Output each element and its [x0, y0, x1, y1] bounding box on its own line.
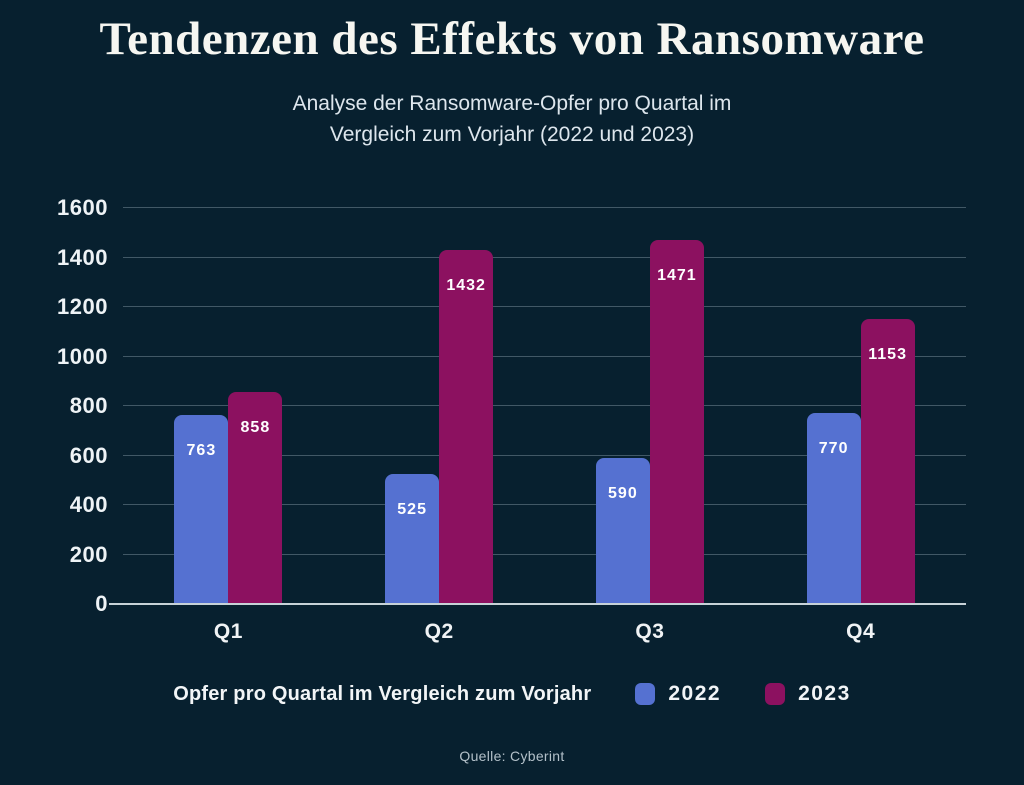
bar-value-label: 763 [186, 442, 217, 460]
gridline [123, 405, 966, 406]
y-axis-tick-label: 1200 [57, 294, 108, 319]
source-note: Quelle: Cyberint [459, 748, 565, 764]
bar-value-label: 1153 [868, 345, 907, 363]
bar-value-label: 525 [397, 501, 427, 519]
gridline [123, 454, 966, 456]
legend-item-2022: 2022 [635, 682, 721, 706]
x-axis-label-q2: Q2 [424, 620, 454, 643]
legend-year-2022: 2022 [668, 682, 722, 705]
gridline [123, 553, 966, 555]
gridline [123, 207, 966, 208]
plot-area: 763 858 525 1432 590 1471 770 1153 [109, 207, 966, 605]
y-axis: 0 200 400 600 800 1000 1200 1400 1600 [18, 195, 108, 616]
subtitle-line-1: Analyse der Ransomware-Opfer pro Quartal… [292, 92, 732, 115]
x-axis: Q1 Q2 Q3 Q4 [123, 620, 966, 650]
x-axis-label-q4: Q4 [846, 620, 876, 643]
chart-subtitle: Analyse der Ransomware-Opfer pro Quartal… [0, 88, 1024, 150]
bar-2023-q4: 1153 [860, 318, 915, 604]
bar-value-label: 1471 [657, 266, 697, 284]
legend-item-2023: 2023 [765, 682, 851, 706]
bar-2023-q2: 1432 [439, 249, 494, 604]
bar-2023-q1: 858 [228, 391, 283, 604]
y-axis-tick-label: 600 [69, 442, 108, 468]
page-title: Tendenzen des Effekts von Ransomware [99, 13, 925, 65]
bar-2023-q3: 1471 [649, 239, 704, 604]
bar-2022-q3: 590 [595, 457, 650, 604]
legend-swatch-2023 [765, 683, 786, 705]
legend-year-2023: 2023 [798, 682, 851, 705]
y-axis-tick-label: 1400 [57, 244, 108, 270]
y-axis-tick-label: 400 [69, 492, 108, 517]
y-axis-tick-label: 800 [69, 393, 108, 418]
legend-title: Opfer pro Quartal im Vergleich zum Vorja… [173, 682, 592, 705]
legend: Opfer pro Quartal im Vergleich zum Vorja… [0, 678, 1024, 710]
x-axis-label-q3: Q3 [635, 620, 665, 643]
bar-2022-q2: 525 [385, 474, 440, 604]
y-axis-tick-label: 0 [95, 591, 108, 616]
subtitle-line-2: Vergleich zum Vorjahr (2022 und 2023) [329, 123, 695, 146]
bar-2022-q4: 770 [806, 413, 861, 604]
x-axis-label-q1: Q1 [213, 620, 243, 643]
bar-value-label: 590 [608, 484, 638, 502]
gridline [123, 355, 966, 357]
x-axis-line [109, 603, 966, 605]
gridline [123, 256, 966, 258]
y-axis-tick-label: 1600 [57, 195, 108, 220]
gridline [123, 504, 966, 505]
y-axis-tick-label: 1000 [57, 343, 108, 369]
gridline [123, 306, 966, 307]
legend-swatch-2022 [635, 683, 656, 705]
bar-value-label: 858 [240, 418, 271, 436]
bar-value-label: 1432 [446, 276, 486, 294]
y-axis-tick-label: 200 [69, 541, 108, 567]
bar-2022-q1: 763 [174, 415, 229, 604]
bar-value-label: 770 [818, 440, 849, 458]
